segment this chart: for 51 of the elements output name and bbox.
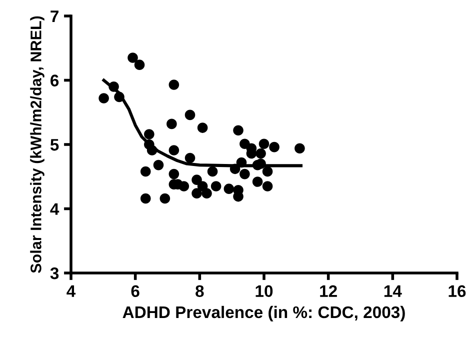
point xyxy=(168,80,180,90)
point xyxy=(262,181,273,192)
point xyxy=(262,166,273,177)
point xyxy=(140,193,151,204)
point xyxy=(166,118,177,130)
point xyxy=(108,82,119,92)
point xyxy=(168,168,180,180)
point xyxy=(258,138,270,150)
point xyxy=(144,129,154,140)
point xyxy=(197,122,208,133)
point xyxy=(252,160,263,170)
x-tick-label: 8 xyxy=(196,285,204,298)
x-tick-label: 4 xyxy=(66,285,76,297)
y-tick-label: 6 xyxy=(50,74,59,86)
point xyxy=(202,188,212,198)
x-tick-label: 10 xyxy=(256,285,273,298)
point xyxy=(207,166,218,177)
point xyxy=(192,174,202,185)
y-axis-title: Solar Intensity (kWh/m2/day, NREL) xyxy=(30,16,44,273)
point xyxy=(269,142,280,152)
point xyxy=(192,188,202,198)
x-tick-label: 14 xyxy=(384,285,402,297)
point xyxy=(184,110,196,120)
point xyxy=(230,164,240,174)
y-tick-label: 5 xyxy=(50,139,59,151)
x-tick-label: 6 xyxy=(131,285,140,298)
x-tick-label: 16 xyxy=(448,285,466,298)
point xyxy=(294,143,305,154)
point xyxy=(256,148,266,159)
y-tick-label: 7 xyxy=(50,10,58,22)
point xyxy=(233,125,244,136)
y-tick-label: 4 xyxy=(50,203,60,215)
x-tick-label: 12 xyxy=(320,285,337,297)
point xyxy=(252,176,263,187)
point xyxy=(210,181,222,192)
point xyxy=(146,145,158,156)
point xyxy=(160,193,170,204)
point xyxy=(224,184,234,194)
y-tick-label: 3 xyxy=(50,267,59,280)
point xyxy=(178,181,190,192)
point xyxy=(114,92,124,102)
point xyxy=(153,160,164,170)
x-axis-title: ADHD Prevalence (in %: CDC, 2003) xyxy=(122,306,405,322)
point xyxy=(128,52,138,63)
point xyxy=(236,157,247,168)
point xyxy=(140,166,151,177)
point xyxy=(134,60,145,70)
point xyxy=(98,93,109,104)
point xyxy=(168,145,180,156)
point xyxy=(184,152,196,164)
point xyxy=(240,168,250,180)
